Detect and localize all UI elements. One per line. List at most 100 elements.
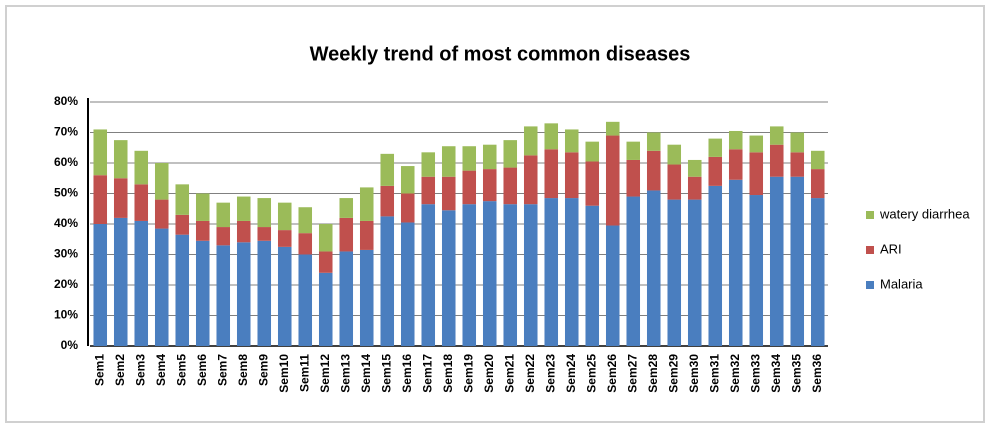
bar-segment	[810, 198, 825, 346]
x-tick-label: Sem7	[215, 354, 229, 386]
bar-segment	[482, 169, 497, 202]
legend-swatch	[866, 211, 874, 219]
y-tick-label: 80%	[54, 94, 78, 108]
x-tick-label: Sem27	[625, 354, 639, 393]
bar-segment	[626, 159, 641, 197]
bar-segment	[134, 184, 149, 221]
x-tick-label: Sem20	[482, 354, 496, 393]
x-tick-label: Sem10	[277, 354, 291, 393]
bar-segment	[646, 150, 661, 191]
bar-segment	[708, 156, 723, 186]
y-tick-label: 70%	[54, 125, 78, 139]
bar-segment	[175, 184, 190, 215]
bar-segment	[544, 123, 559, 150]
x-tick-label: Sem15	[379, 354, 393, 393]
bar-segment	[667, 144, 682, 165]
bar-segment	[93, 129, 108, 176]
x-tick-label: Sem5	[174, 354, 188, 386]
bar-segment	[257, 198, 272, 228]
bar-segment	[154, 163, 169, 200]
bar-segment	[441, 146, 456, 177]
y-tick-label: 30%	[54, 247, 78, 261]
y-tick-label: 0%	[61, 338, 79, 352]
bar-segment	[708, 138, 723, 157]
bar-segment	[687, 199, 702, 346]
bar-segment	[482, 144, 497, 170]
x-tick-label: Sem34	[769, 354, 783, 393]
bar-segment	[318, 272, 333, 346]
bar-segment	[298, 233, 313, 255]
bar-segment	[687, 159, 702, 177]
bar-segment	[585, 205, 600, 346]
bar-segment	[113, 178, 128, 218]
bar-segment	[195, 240, 210, 346]
x-tick-label: Sem16	[400, 354, 414, 393]
y-tick-label: 50%	[54, 186, 78, 200]
bar-segment	[400, 222, 415, 346]
legend-label: Malaria	[880, 276, 923, 291]
bar-segment	[175, 234, 190, 346]
x-tick-label: Sem36	[810, 354, 824, 393]
bar-segment	[298, 254, 313, 346]
bar-segment	[400, 166, 415, 194]
x-tick-label: Sem25	[584, 354, 598, 393]
x-tick-label: Sem22	[523, 354, 537, 393]
x-tick-label: Sem2	[113, 354, 127, 386]
bar-segment	[503, 140, 518, 168]
x-tick-label: Sem29	[666, 354, 680, 393]
bar-segment	[175, 214, 190, 235]
bar-segment	[667, 199, 682, 346]
x-tick-label: Sem6	[195, 354, 209, 386]
x-tick-label: Sem30	[687, 354, 701, 393]
bar-segment	[216, 227, 231, 246]
x-tick-label: Sem12	[318, 354, 332, 393]
bar-segment	[421, 176, 436, 205]
bar-segment	[790, 176, 805, 346]
chart-title: Weekly trend of most common diseases	[310, 43, 691, 65]
bar-segment	[462, 146, 477, 171]
bar-segment	[585, 161, 600, 206]
bar-segment	[421, 204, 436, 346]
bar-segment	[339, 217, 354, 252]
bar-segment	[216, 245, 231, 346]
bar-segment	[503, 167, 518, 205]
bar-segment	[585, 141, 600, 162]
x-tick-label: Sem9	[256, 354, 270, 386]
bar-segment	[277, 246, 292, 346]
bar-segment	[626, 196, 641, 346]
bar-segment	[728, 179, 743, 346]
bar-segment	[298, 207, 313, 234]
bar-segment	[380, 185, 395, 217]
bar-segment	[646, 190, 661, 346]
x-tick-label: Sem17	[420, 354, 434, 393]
x-tick-label: Sem21	[502, 354, 516, 393]
x-tick-label: Sem35	[789, 354, 803, 393]
bar-segment	[93, 175, 108, 224]
legend-label: ARI	[880, 241, 902, 256]
bar-segment	[708, 185, 723, 346]
bar-segment	[646, 132, 661, 151]
x-tick-label: Sem18	[441, 354, 455, 393]
legend-label: watery diarrhea	[879, 206, 970, 221]
bar-segment	[113, 140, 128, 179]
bar-segment	[687, 176, 702, 200]
x-tick-label: Sem19	[461, 354, 475, 393]
x-tick-label: Sem26	[605, 354, 619, 393]
bar-segment	[339, 251, 354, 346]
bar-segment	[318, 251, 333, 273]
x-tick-label: Sem14	[359, 354, 373, 393]
bar-segment	[728, 130, 743, 150]
bar-segment	[441, 176, 456, 211]
bar-segment	[359, 187, 374, 221]
x-tick-label: Sem24	[564, 354, 578, 393]
bar-segment	[257, 240, 272, 346]
bar-segment	[134, 220, 149, 346]
bar-segment	[421, 152, 436, 177]
bar-segment	[564, 152, 579, 199]
bar-segment	[359, 220, 374, 250]
x-tick-label: Sem3	[133, 354, 147, 386]
x-tick-label: Sem1	[92, 354, 106, 386]
bar-segment	[257, 227, 272, 241]
y-tick-label: 20%	[54, 277, 78, 291]
